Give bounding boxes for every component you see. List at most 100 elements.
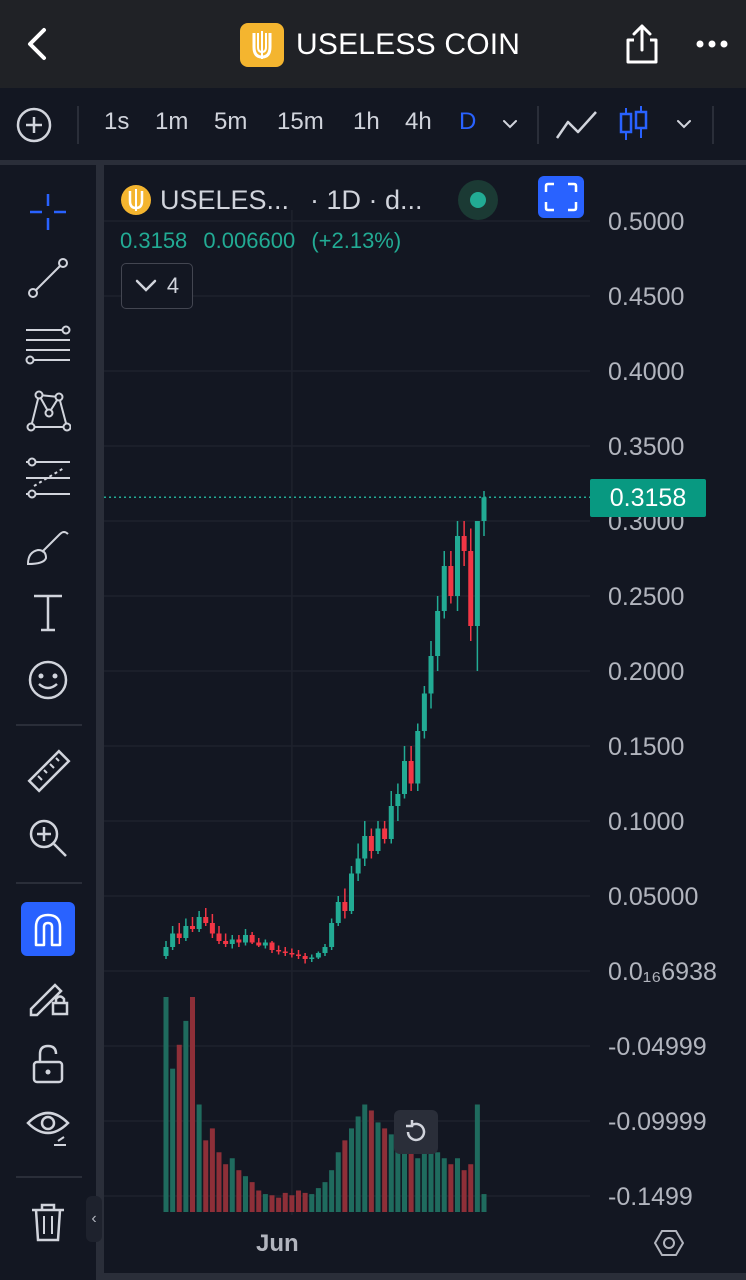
settings-icon xyxy=(653,1230,685,1256)
crosshair-tool[interactable] xyxy=(22,186,74,238)
legend-timeframe: · 1D · d... xyxy=(310,184,423,215)
symbol-legend[interactable]: USELES... · 1D · d... xyxy=(120,182,423,218)
add-symbol-button[interactable] xyxy=(16,107,52,143)
legend-symbol: USELES... xyxy=(160,184,290,215)
volume-bar xyxy=(223,1164,229,1212)
volume-bar xyxy=(289,1195,295,1212)
candle xyxy=(243,935,248,943)
fullscreen-button[interactable] xyxy=(538,176,584,218)
candle-chart-type-button[interactable] xyxy=(618,104,650,149)
more-horizontal-icon xyxy=(696,40,728,48)
interval-1m[interactable]: 1m xyxy=(155,108,189,135)
fib-retracement-tool[interactable] xyxy=(22,318,74,370)
candle xyxy=(229,939,235,944)
volume-bar xyxy=(402,1146,407,1212)
last-price: 0.3158 xyxy=(120,228,188,253)
candle xyxy=(236,939,242,943)
interval-5m[interactable]: 5m xyxy=(214,108,248,135)
line-chart-type-button[interactable] xyxy=(554,108,600,147)
lock-drawings-edit-button[interactable] xyxy=(22,970,74,1022)
volume-bar xyxy=(428,1146,434,1212)
chevron-left-icon: ‹ xyxy=(91,1210,97,1227)
market-status-indicator[interactable] xyxy=(458,180,498,220)
coin-logo xyxy=(240,23,284,67)
candle xyxy=(276,950,282,952)
measure-tool[interactable] xyxy=(22,746,74,798)
candle xyxy=(362,836,368,859)
volume-bar xyxy=(468,1164,474,1212)
candle xyxy=(176,933,182,938)
y-axis-label: 0.4000 xyxy=(608,358,685,386)
chevron-left-icon xyxy=(28,28,46,60)
candle xyxy=(309,957,315,959)
magnet-mode-button[interactable] xyxy=(21,902,75,956)
trend-line-tool[interactable] xyxy=(22,252,74,304)
candle xyxy=(349,873,354,911)
candle xyxy=(163,947,169,956)
interval-1s[interactable]: 1s xyxy=(104,108,130,135)
candle xyxy=(315,953,321,958)
toolbar-divider xyxy=(16,724,82,726)
indicators-toggle-button[interactable]: 4 xyxy=(121,263,193,309)
app-header: USELESS COIN xyxy=(0,0,746,88)
candle xyxy=(421,693,427,731)
reset-chart-button[interactable] xyxy=(394,1110,438,1154)
remove-drawings-button[interactable] xyxy=(22,1196,74,1248)
candle xyxy=(203,917,209,923)
volume-bar xyxy=(176,1044,182,1212)
volume-bar xyxy=(276,1197,282,1212)
volume-bar xyxy=(415,1158,421,1212)
volume-bar xyxy=(335,1152,341,1212)
lock-all-drawings-button[interactable] xyxy=(22,1038,74,1090)
collapse-toolbar-button[interactable]: ‹ xyxy=(86,1196,102,1242)
chart-settings-button[interactable] xyxy=(653,1228,685,1258)
text-tool[interactable] xyxy=(22,586,74,638)
chart-type-dropdown-button[interactable] xyxy=(674,114,694,139)
share-button[interactable] xyxy=(622,22,662,66)
hide-drawings-button[interactable] xyxy=(22,1098,74,1150)
volume-bar xyxy=(243,1176,248,1212)
volume-bar xyxy=(196,1104,202,1212)
plus-circle-icon xyxy=(16,107,52,143)
candle xyxy=(269,942,275,950)
candle xyxy=(296,954,301,956)
volume-bar xyxy=(309,1194,315,1212)
volume-bar xyxy=(216,1152,222,1212)
interval-dropdown-button[interactable] xyxy=(500,114,520,139)
pattern-icon xyxy=(26,390,71,432)
toolbar-divider xyxy=(16,882,82,884)
candle xyxy=(256,942,262,946)
status-dot-icon xyxy=(470,192,486,208)
ruler-icon xyxy=(27,749,71,793)
interval-1h[interactable]: 1h xyxy=(353,108,380,135)
interval-4h[interactable]: 4h xyxy=(405,108,432,135)
candle xyxy=(448,566,454,596)
candle xyxy=(289,953,295,955)
chevron-down-icon xyxy=(135,279,157,292)
emoji-tool[interactable] xyxy=(22,654,74,706)
volume-bar xyxy=(382,1128,388,1212)
volume-bar xyxy=(282,1192,288,1212)
volume-bar xyxy=(269,1195,275,1212)
candle xyxy=(262,942,268,946)
volume-bar xyxy=(322,1182,328,1212)
candle xyxy=(375,828,381,851)
candle xyxy=(223,941,229,944)
refresh-icon xyxy=(406,1120,426,1142)
volume-bar xyxy=(349,1128,354,1212)
candle xyxy=(170,933,176,947)
price-change-percent: (+2.13%) xyxy=(311,228,402,253)
interval-d[interactable]: D xyxy=(459,108,477,135)
candle xyxy=(455,536,460,596)
forecast-tool[interactable] xyxy=(22,452,74,504)
candle xyxy=(461,536,467,551)
pattern-tool[interactable] xyxy=(22,384,74,436)
y-axis-label: -0.09999 xyxy=(608,1108,707,1136)
volume-bar xyxy=(455,1158,460,1212)
zoom-tool[interactable] xyxy=(22,812,74,864)
brush-tool[interactable] xyxy=(22,520,74,572)
more-button[interactable] xyxy=(694,34,730,54)
volume-bar xyxy=(388,1134,394,1212)
interval-15m[interactable]: 15m xyxy=(277,108,324,135)
back-button[interactable] xyxy=(20,22,56,66)
